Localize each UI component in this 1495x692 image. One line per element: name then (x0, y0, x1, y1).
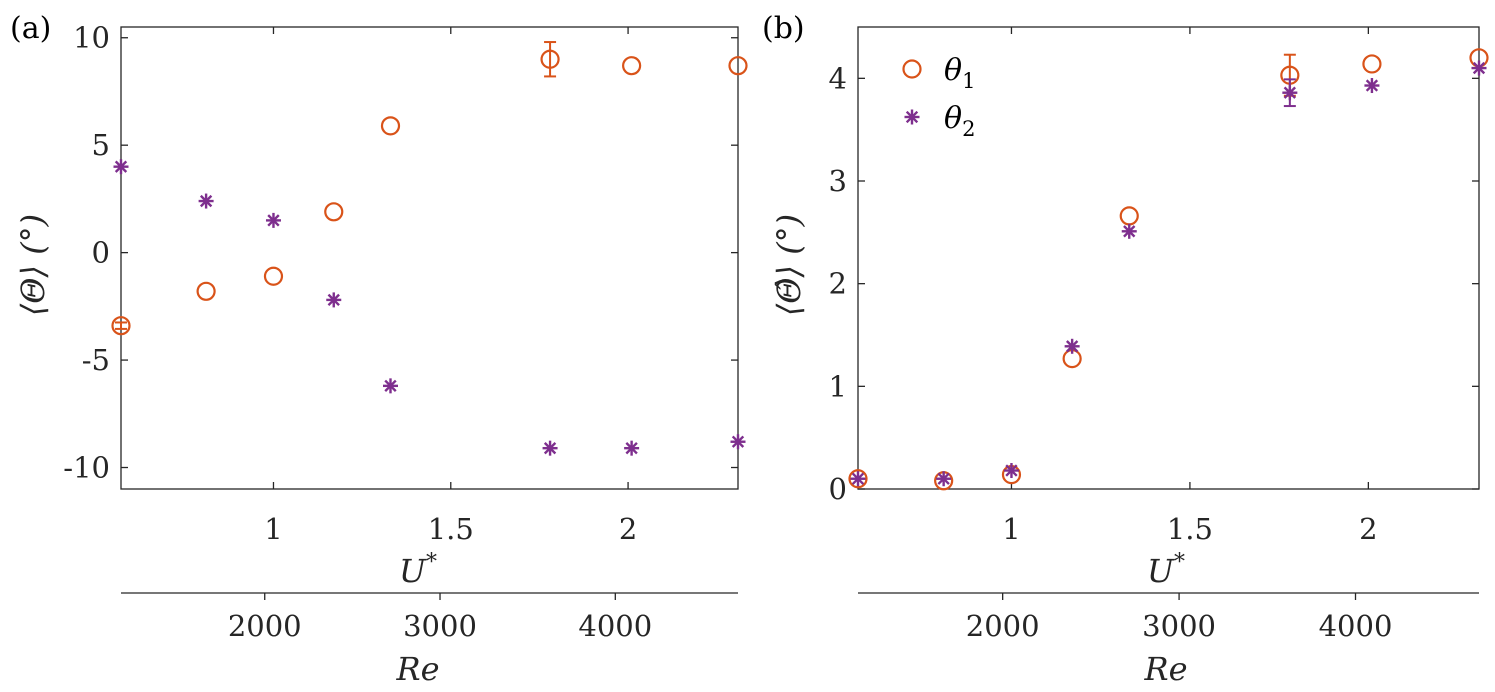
data-point-theta2 (1064, 338, 1080, 354)
data-point-theta1 (622, 56, 642, 76)
data-point-theta1 (196, 281, 216, 301)
data-point-theta2-stroke (114, 160, 128, 173)
x-tick-label: 1 (264, 512, 282, 546)
data-point-theta2 (113, 159, 129, 175)
data-point-theta2 (624, 440, 640, 456)
data-point-theta2-stroke (1065, 340, 1079, 353)
legend-marker-theta2 (904, 109, 920, 125)
legend-label-theta1: θ1 (944, 53, 975, 93)
data-point-theta2 (730, 434, 746, 450)
y-tick-label: 1 (829, 369, 847, 403)
data-point-theta2-stroke (384, 379, 397, 393)
secondary-x-tick-label: 3000 (403, 609, 477, 643)
y-tick-label: 10 (73, 21, 110, 55)
data-point-theta2 (265, 212, 281, 228)
data-point-theta2-stroke (937, 472, 950, 485)
data-point-theta2 (198, 193, 214, 209)
data-point-theta2-stroke (625, 442, 638, 455)
x-tick-label: 1.5 (428, 512, 474, 546)
data-point-theta2 (1003, 463, 1019, 479)
panel-a-secondary-xlabel: Re (395, 650, 439, 688)
data-point-theta2 (850, 471, 866, 487)
data-point-theta1 (263, 266, 284, 286)
x-tick-label: 2 (1359, 512, 1377, 546)
plot-frame (857, 26, 1480, 490)
y-tick-label: -10 (63, 451, 110, 485)
panel-a-ylabel: ⟨Θ⟩ (°) (14, 214, 52, 316)
panel-a-label: (a) (10, 11, 51, 46)
plot-frame (120, 26, 739, 490)
secondary-x-tick-label: 2000 (966, 609, 1040, 643)
data-point-theta2-stroke (199, 194, 213, 208)
panel-b-label: (b) (762, 11, 805, 46)
legend-asterisk (904, 109, 920, 125)
data-point-theta2-stroke (731, 435, 745, 448)
panel-b-secondary-xlabel: Re (1143, 650, 1187, 688)
data-point-theta2-stroke (543, 442, 557, 455)
data-point-theta2 (326, 292, 342, 308)
data-point-theta1 (380, 116, 401, 136)
data-point-theta2 (542, 440, 558, 456)
legend: θ1 θ2 (902, 53, 975, 141)
legend-marker-theta1 (902, 59, 922, 79)
legend-label-theta2: θ2 (944, 101, 975, 141)
panel-a-xlabel: U* (399, 550, 437, 590)
y-tick-label: 0 (829, 472, 847, 506)
data-point-theta1 (728, 56, 748, 76)
y-tick-label: 2 (829, 267, 847, 301)
data-point-theta2-stroke (851, 472, 865, 485)
x-tick-label: 2 (619, 512, 637, 546)
data-point-theta2 (1364, 78, 1380, 94)
data-point-theta2 (1282, 85, 1298, 101)
panel-b: (b) U* Re ⟨Θ̂⟩ (°) θ1 θ2 4 3 2 1 0 1 1.5 2 2000 3… (762, 11, 1489, 688)
data-point-theta1 (324, 202, 344, 222)
panel-a: (a) U* Re ⟨Θ⟩ (°) 10 5 0 -5 -10 1 1.5 2 2000 3000… (10, 11, 748, 688)
legend-asterisk-stroke (905, 110, 919, 124)
data-point-theta2 (1471, 60, 1487, 76)
y-tick-label: -5 (82, 343, 110, 377)
x-tick-label: 1 (1002, 512, 1020, 546)
data-point-theta2-stroke (267, 214, 280, 227)
secondary-x-tick-label: 3000 (1142, 609, 1216, 643)
data-point-theta2-stroke (1005, 464, 1018, 477)
data-point-theta2-stroke (1472, 61, 1486, 75)
data-point-theta2-stroke (1365, 79, 1379, 92)
y-tick-label: 5 (92, 128, 110, 162)
x-tick-label: 1.5 (1167, 512, 1213, 546)
y-tick-label: 4 (829, 61, 847, 95)
panel-b-xlabel: U* (1147, 550, 1185, 590)
secondary-x-tick-label: 4000 (578, 609, 652, 643)
data-point-theta1 (1362, 54, 1382, 74)
data-point-theta2 (936, 471, 952, 487)
data-point-theta2-stroke (327, 293, 340, 307)
data-point-theta1 (1119, 206, 1139, 226)
data-point-theta2 (1121, 223, 1137, 239)
data-point-theta2-stroke (1283, 86, 1296, 99)
secondary-x-tick-label: 4000 (1319, 609, 1393, 643)
data-point-theta2 (382, 378, 398, 394)
y-tick-label: 0 (92, 236, 110, 270)
y-tick-label: 3 (829, 164, 847, 198)
panel-b-ylabel: ⟨Θ̂⟩ (°) (770, 214, 808, 316)
secondary-x-tick-label: 2000 (228, 609, 302, 643)
data-point-theta1 (111, 316, 131, 336)
data-point-theta1 (540, 49, 560, 69)
data-point-theta1 (848, 469, 868, 489)
data-point-theta2-stroke (1123, 225, 1136, 238)
